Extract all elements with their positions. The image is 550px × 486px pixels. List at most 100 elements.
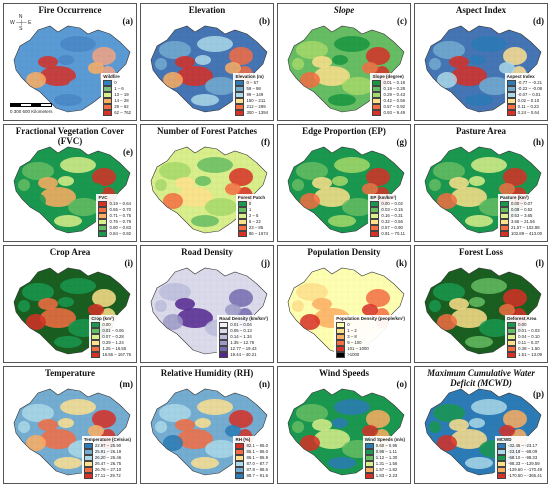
panel-title: Edge Proportion (EP) [302,126,386,136]
panel-letter: (b) [259,16,270,26]
legend-entry: 0.01 – 0.04 [219,322,268,328]
map-patch [328,215,356,227]
basin-outline [287,146,405,234]
map-patch [503,47,527,65]
map-legend: Crop (km²) 0.00 0.01 – 0.06 0.07 – 0.28 0.29… [89,314,133,359]
legend-label: 212 – 299 [246,104,266,110]
legend-label: -0.07 – 0.01 [517,92,541,98]
map-patch [465,94,493,106]
basin-outline [287,267,405,355]
legend-entry: 1 [237,207,268,213]
legend-label: 0.01 – 0.04 [230,322,252,328]
legend-swatch [219,352,229,358]
legend-entry: 99 – 149 [235,92,268,98]
panel-letter: (i) [124,258,134,268]
map-panel-k: Population Density (k) Population Density … [277,245,411,363]
map-patch [197,157,233,173]
legend-swatch [336,328,346,334]
basin-map [424,388,542,476]
panel-letter: (a) [122,16,134,26]
legend-label: 1.51 – 13.09 [518,352,542,358]
legend-swatch [237,201,247,207]
map-panel-i: Crop Area (i) Crop (km²) 0.00 0.01 – 0.06 0.0… [3,245,137,363]
legend-entry: 0.76 – 0.79 [98,219,131,225]
legend-swatch [499,219,509,225]
panel-title: Wind Speeds [318,368,370,378]
legend-entry: 0.38 – 1.50 [507,346,542,352]
legend-swatch [98,207,108,213]
map-legend: Road Density (km/km²) 0.01 – 0.04 0.05 – 0… [217,314,270,359]
legend-label: 0.11 – 0.23 [517,104,539,110]
legend-title: Elevation (m) [235,73,264,79]
map-patch [92,289,116,307]
map-patch [195,176,211,186]
legend-swatch [103,110,113,116]
map-patch [155,58,167,70]
map-legend: Wildfire 0 1 – 6 13 – 19 14 – 28 29 – 62 62 – … [101,72,133,117]
map-patch [479,319,511,337]
legend-swatch [506,92,516,98]
legend-entry: 85.1 – 86.0 [235,449,268,455]
legend-swatch [506,110,516,116]
panel-title: Road Density [181,247,233,257]
legend-entry: 0 [103,80,131,86]
map-legend: FVC 0.19 – 0.64 0.65 – 0.70 0.71 – 0.75 0.76… [96,193,133,238]
legend-entry: 27.11 – 29.72 [83,473,131,479]
panel-title: Fractional Vegetation Cover (FVC) [15,126,125,146]
legend-label: 102.89 – 413.00 [510,231,542,237]
legend-swatch [499,213,509,219]
map-patch [499,183,515,195]
map-patch [449,56,469,68]
legend-swatch [364,467,374,473]
legend-label: 1.31 – 1.56 [375,461,398,467]
legend-swatch [507,346,517,352]
map-patch [60,157,96,173]
legend-label: 0.76 – 0.79 [109,219,131,225]
basin-map [13,25,131,113]
legend-swatch [506,86,516,92]
map-panel-f: Number of Forest Patches (f) Forest Patch 0… [140,124,274,242]
map-patch [177,187,213,207]
map-patch [469,418,485,428]
legend-label: 0.29 – 0.43 [383,92,405,98]
map-patch [191,215,219,227]
legend-label: 0 – 57 [246,80,259,86]
legend-label: 9 – 100 [347,340,362,346]
legend-entry: 101 – 1000 [336,346,405,352]
map-patch [366,410,390,428]
map-patch [292,58,304,70]
legend-entry: -129.60 – -170.49 [497,467,542,473]
legend-entry: -0.22 – -0.08 [506,86,542,92]
legend-label: 0.96 – 1.11 [375,449,397,455]
map-patch [300,314,320,330]
map-patch [451,308,487,328]
legend-label: 87.8 – 88.6 [246,467,268,473]
legend-label: 0.84 – 0.92 [109,231,131,237]
legend-label: 1.12 – 1.30 [375,455,398,461]
map-patch [68,77,100,95]
panel-title: Crop Area [49,247,91,257]
legend-label: 0.29 – 1.24 [102,340,124,346]
legend-label: 86 – 1674 [248,231,268,237]
legend-label: 0.08 – 0.52 [510,207,533,213]
legend-swatch [372,80,382,86]
legend-title: MCWD [497,436,512,442]
compass-label: W ─┼─ E [10,20,32,26]
map-patch [300,193,320,209]
legend-swatch [370,213,380,219]
legend-entry: 0.00 – 0.02 [370,201,405,207]
map-legend: EP (km/km²) 0.00 – 0.02 0.03 – 0.15 0.16 – … [368,193,407,238]
legend-swatch [364,461,374,467]
legend-label: 0.19 – 0.64 [109,201,131,207]
map-patch [88,62,104,74]
legend-entry: 22.97 – 25.90 [83,443,131,449]
map-patch [175,419,195,431]
legend-title: FVC [98,194,108,200]
basin-outline [150,146,268,234]
map-patch [92,410,116,428]
map-patch [362,304,378,316]
map-patch [328,457,356,469]
legend-entry: 3 – 8 [336,334,405,340]
